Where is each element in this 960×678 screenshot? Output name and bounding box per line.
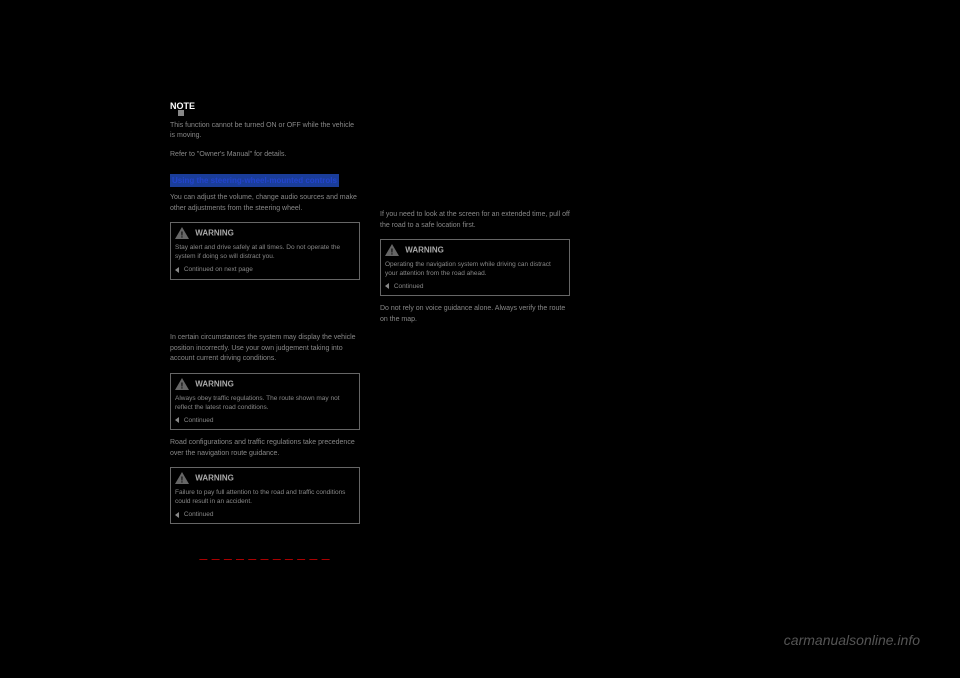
warning-block: ! WARNING Operating the navigation syste… <box>380 239 570 296</box>
warning-triangle-icon: ! <box>175 378 189 390</box>
continued-indicator: Continued <box>175 416 355 425</box>
body-text: If you need to look at the screen for an… <box>380 210 570 231</box>
continued-indicator: Continued <box>175 510 355 519</box>
warning-triangle-icon: ! <box>175 472 189 484</box>
warning-text: Stay alert and drive safely at all times… <box>175 243 355 261</box>
warning-label: WARNING <box>405 245 444 254</box>
body-text: This function cannot be turned ON or OFF… <box>170 121 360 142</box>
continued-label: Continued on next page <box>184 266 253 273</box>
watermark-text: carmanualsonline.info <box>784 632 920 648</box>
red-separator-text: — — — — — — — — — — — <box>170 554 360 565</box>
manual-page: NOTE This function cannot be turned ON o… <box>0 0 960 678</box>
warning-triangle-icon: ! <box>175 227 189 239</box>
warning-text: Failure to pay full attention to the roa… <box>175 488 355 506</box>
continued-indicator: Continued <box>385 282 565 291</box>
warning-label: WARNING <box>195 473 234 482</box>
arrow-left-icon <box>385 283 389 289</box>
column-1: NOTE This function cannot be turned ON o… <box>170 100 360 288</box>
warning-block: ! WARNING Always obey traffic regulation… <box>170 373 360 430</box>
note-heading: NOTE <box>170 100 360 113</box>
svg-text:!: ! <box>181 476 184 485</box>
warning-block: ! WARNING Failure to pay full attention … <box>170 467 360 524</box>
column-3: In certain circumstances the system may … <box>170 333 360 565</box>
body-text: Road configurations and traffic regulati… <box>170 438 360 459</box>
column-2: If you need to look at the screen for an… <box>380 100 570 333</box>
continued-label: Continued <box>184 511 214 518</box>
warning-label: WARNING <box>195 229 234 238</box>
continued-label: Continued <box>184 417 214 424</box>
warning-block: ! WARNING Stay alert and drive safely at… <box>170 222 360 279</box>
svg-text:!: ! <box>181 381 184 390</box>
warning-text: Always obey traffic regulations. The rou… <box>175 394 355 412</box>
svg-text:!: ! <box>181 231 184 240</box>
body-text: Do not rely on voice guidance alone. Alw… <box>380 304 570 325</box>
page-marker <box>178 110 184 116</box>
warning-label: WARNING <box>195 379 234 388</box>
body-text: You can adjust the volume, change audio … <box>170 193 360 214</box>
continued-indicator: Continued on next page <box>175 265 355 274</box>
warning-triangle-icon: ! <box>385 244 399 256</box>
continued-label: Continued <box>394 283 424 290</box>
arrow-left-icon <box>175 512 179 518</box>
body-text: Refer to "Owner's Manual" for details. <box>170 150 360 161</box>
warning-text: Operating the navigation system while dr… <box>385 260 565 278</box>
section-heading-blue: Using the steering-wheel-mounted control… <box>170 174 339 187</box>
svg-text:!: ! <box>391 248 394 257</box>
arrow-left-icon <box>175 267 179 273</box>
body-text: In certain circumstances the system may … <box>170 333 360 365</box>
arrow-left-icon <box>175 417 179 423</box>
